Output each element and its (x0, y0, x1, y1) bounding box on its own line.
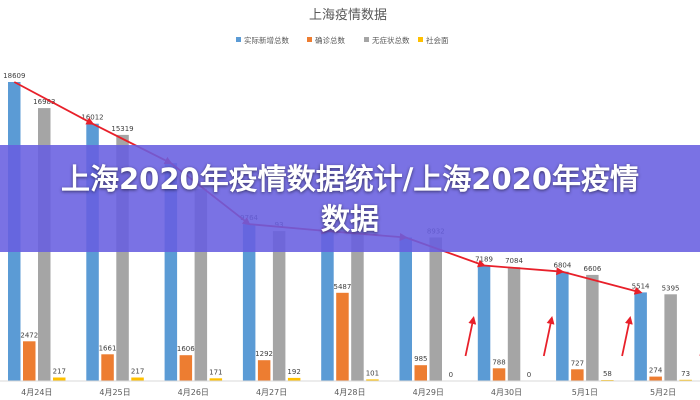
data-label: 16983 (33, 98, 55, 106)
bar (351, 231, 364, 381)
annotation-arrow (542, 316, 555, 357)
data-label: 1606 (177, 345, 195, 353)
x-axis-ticks: 4月24日 4月25日 4月26日 4月27日 4月28日 4月29日 4月30日 5月1日 5… (21, 388, 676, 397)
legend-swatch (236, 37, 241, 42)
data-label: 217 (53, 368, 66, 376)
legend-item: 实际新增总数 (236, 35, 289, 45)
data-label: 15319 (111, 125, 133, 133)
bar (23, 341, 36, 381)
x-tick-label: 5月1日 (572, 388, 598, 397)
data-label: 5487 (333, 283, 351, 291)
data-label: 101 (366, 369, 379, 377)
chart-title: 上海疫情数据 (309, 7, 387, 23)
data-label: 985 (414, 355, 427, 363)
bar (321, 231, 334, 381)
legend-label: 无症状总数 (372, 35, 410, 45)
data-label: 0 (449, 371, 453, 379)
bar (272, 231, 286, 381)
bar (664, 294, 677, 381)
legend-swatch (307, 37, 312, 42)
data-label: 1661 (99, 344, 117, 352)
annotation-arrow (621, 316, 633, 357)
bar (571, 369, 584, 381)
x-tick-label: 4月24日 (21, 388, 52, 397)
bar (399, 237, 412, 381)
data-label: 7189 (475, 256, 493, 264)
banner-title: 上海2020年疫情数据统计/上海2020年疫情数据 (60, 161, 640, 236)
data-label: 6606 (583, 265, 601, 273)
data-label: 727 (571, 359, 584, 367)
legend-item: 无症状总数 (364, 35, 410, 45)
data-label: 192 (287, 368, 300, 376)
bar (131, 377, 144, 381)
x-tick-label: 4月27日 (256, 388, 287, 397)
data-label: 7084 (505, 257, 523, 265)
x-tick-label: 4月28日 (334, 388, 365, 397)
data-label: 18609 (3, 72, 25, 80)
bar (507, 267, 521, 381)
data-label: 5514 (632, 282, 650, 290)
bar (209, 378, 223, 381)
annotation-arrow (464, 316, 477, 357)
bar (634, 292, 647, 381)
bar (366, 379, 379, 381)
bar (586, 274, 599, 381)
legend-label: 社会面 (426, 35, 449, 45)
trend-arrow (483, 264, 565, 276)
bar (414, 365, 427, 381)
trend-arrow (13, 81, 95, 125)
data-label: 788 (492, 358, 505, 366)
bar (649, 376, 662, 381)
bar (257, 360, 271, 381)
legend-label: 实际新增总数 (244, 35, 289, 45)
bar (492, 368, 506, 381)
bar (429, 237, 442, 381)
legend-swatch (418, 37, 423, 42)
x-tick-label: 4月29日 (413, 388, 444, 397)
data-label: 58 (603, 370, 612, 378)
data-label: 2472 (20, 331, 38, 339)
title-banner: 上海2020年疫情数据统计/上海2020年疫情数据 (0, 145, 700, 252)
legend-item: 确诊总数 (307, 35, 345, 45)
bar (179, 355, 193, 381)
bar (679, 379, 692, 381)
legend-swatch (364, 37, 369, 42)
data-label: 217 (131, 368, 144, 376)
x-tick-label: 4月26日 (178, 388, 209, 397)
bar (242, 224, 256, 381)
bar (101, 354, 114, 381)
annotation-arrows (464, 316, 700, 357)
bar (477, 265, 491, 381)
data-label: 0 (527, 371, 531, 379)
data-label: 5395 (662, 284, 680, 292)
data-label: 171 (209, 368, 222, 376)
data-label: 1292 (255, 350, 273, 358)
x-tick-label: 4月25日 (99, 388, 130, 397)
data-label: 274 (649, 367, 663, 375)
bar (556, 271, 569, 381)
legend-label: 确诊总数 (315, 35, 345, 45)
bar (287, 377, 301, 381)
legend-item: 社会面 (418, 35, 449, 45)
x-tick-label: 5月2日 (650, 388, 676, 397)
legend: 实际新增总数 确诊总数 无症状总数 社会面 (236, 35, 449, 45)
data-label: 73 (681, 370, 690, 378)
trend-arrow (562, 270, 643, 295)
data-label: 6804 (553, 262, 571, 270)
x-tick-label: 4月30日 (491, 388, 522, 397)
bar (336, 292, 349, 381)
bar (53, 377, 66, 381)
